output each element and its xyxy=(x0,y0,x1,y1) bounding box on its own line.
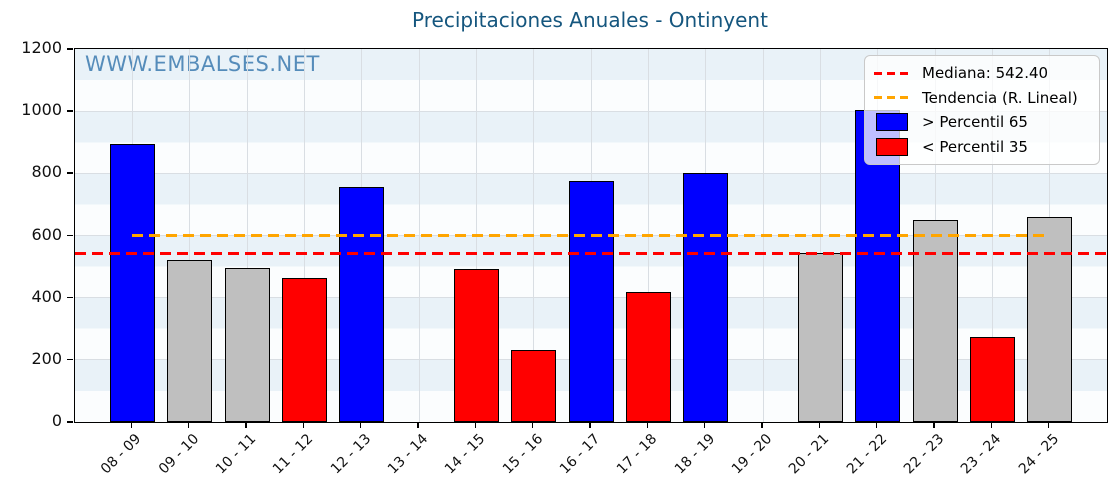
legend-item: < Percentil 35 xyxy=(873,135,1091,160)
bar-24-25 xyxy=(1027,216,1073,422)
median-line xyxy=(75,251,1107,255)
legend-dashed-line-swatch xyxy=(874,96,910,100)
y-axis-tick xyxy=(67,296,73,299)
legend-label: Mediana: 542.40 xyxy=(922,64,1049,83)
x-axis-tick xyxy=(187,422,190,428)
y-axis-tick xyxy=(67,110,73,112)
bar-08-09 xyxy=(109,143,155,422)
bar-18-19 xyxy=(683,173,729,422)
y-axis-tick xyxy=(67,358,73,361)
x-axis-tick xyxy=(646,422,649,428)
y-tick-label: 0 xyxy=(51,411,62,430)
trend-line xyxy=(132,233,1050,237)
legend-label: > Percentil 65 xyxy=(922,113,1028,132)
x-axis-tick xyxy=(1047,422,1050,428)
legend-label: < Percentil 35 xyxy=(922,137,1028,156)
bar-17-18 xyxy=(625,292,671,422)
x-axis-tick xyxy=(818,422,821,428)
legend-item: Tendencia (R. Lineal) xyxy=(873,86,1091,111)
x-axis-tick xyxy=(703,422,706,428)
bar-14-15 xyxy=(453,269,499,422)
bar-10-11 xyxy=(224,267,270,422)
y-tick-label: 400 xyxy=(31,286,62,306)
legend-dashed-line-swatch xyxy=(874,71,910,75)
x-axis-tick xyxy=(933,422,935,428)
y-tick-label: 600 xyxy=(31,224,62,244)
bar-16-17 xyxy=(568,181,614,422)
x-axis-tick xyxy=(359,422,362,428)
y-axis-tick xyxy=(67,234,73,236)
bar-23-24 xyxy=(969,337,1015,422)
y-tick-label: 1000 xyxy=(21,100,62,120)
legend: Mediana: 542.40 Tendencia (R. Lineal) > Pe… xyxy=(864,55,1100,165)
y-tick-label: 200 xyxy=(31,348,62,368)
x-axis-tick xyxy=(130,422,133,428)
legend-item: Mediana: 542.40 xyxy=(873,61,1091,86)
legend-item: > Percentil 65 xyxy=(873,110,1091,135)
x-axis-tick xyxy=(875,422,878,428)
bar-12-13 xyxy=(339,186,385,422)
y-tick-label: 1200 xyxy=(21,38,62,57)
bar-15-16 xyxy=(511,349,557,422)
x-axis-tick xyxy=(589,422,591,428)
bar-11-12 xyxy=(281,278,327,422)
legend-patch-swatch xyxy=(876,137,908,156)
y-axis-tick xyxy=(67,421,73,423)
legend-label: Tendencia (R. Lineal) xyxy=(922,88,1078,107)
x-axis-tick xyxy=(531,422,534,428)
x-axis-tick xyxy=(302,422,305,428)
x-axis-tick xyxy=(990,422,993,428)
y-axis-tick xyxy=(67,172,73,174)
bar-20-21 xyxy=(797,252,843,422)
x-axis-tick xyxy=(474,422,477,428)
x-axis-tick xyxy=(417,422,419,428)
x-axis-tick xyxy=(245,422,247,428)
y-axis-tick xyxy=(67,48,73,50)
bar-09-10 xyxy=(167,260,213,422)
x-axis-tick xyxy=(761,422,763,428)
legend-patch-swatch xyxy=(876,113,908,132)
chart-title: Precipitaciones Anuales - Ontinyent xyxy=(412,8,768,32)
watermark: WWW.EMBALSES.NET xyxy=(85,52,320,76)
y-tick-label: 800 xyxy=(31,162,62,182)
bar-22-23 xyxy=(912,220,958,422)
